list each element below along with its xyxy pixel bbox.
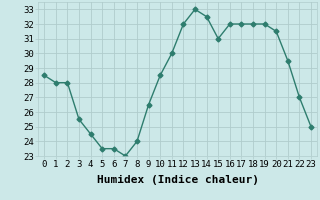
X-axis label: Humidex (Indice chaleur): Humidex (Indice chaleur) <box>97 175 259 185</box>
